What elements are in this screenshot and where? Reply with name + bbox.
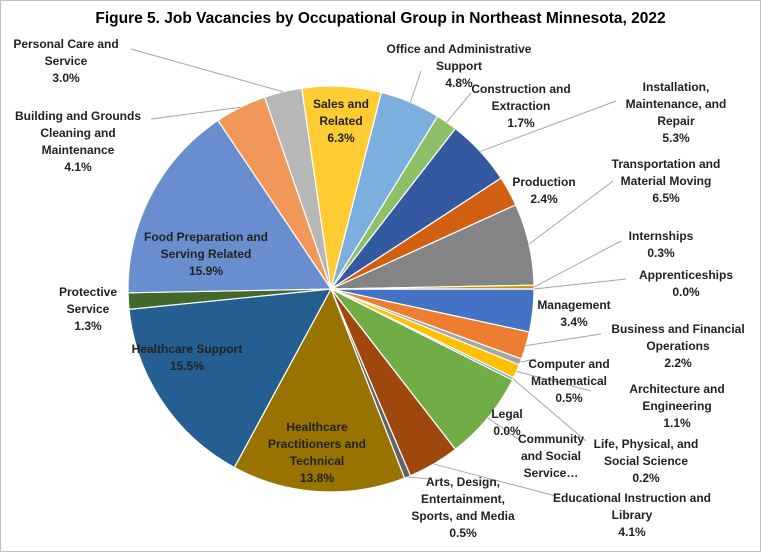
data-label: Life, Physical, and Social Science 0.2% — [586, 436, 706, 487]
category-label: Life, Physical, and Social Science — [593, 437, 699, 468]
value-label: 1.7% — [507, 116, 535, 130]
data-label: Legal 0.0% — [487, 406, 527, 440]
value-label: 3.0% — [52, 71, 80, 85]
leader-line — [407, 476, 432, 480]
data-label: Building and Grounds Cleaning and Mainte… — [8, 108, 148, 176]
value-label: 0.0% — [672, 285, 700, 299]
value-label: 4.1% — [618, 525, 646, 539]
leader-line — [533, 240, 622, 288]
chart-title: Figure 5. Job Vacancies by Occupational … — [95, 10, 666, 27]
pie-slice — [128, 288, 333, 469]
data-label: Management 3.4% — [529, 297, 619, 331]
pie-slice — [233, 287, 406, 493]
data-label: Educational Instruction and Library 4.1% — [552, 490, 712, 541]
data-label: Healthcare Practitioners and Technical 13… — [262, 419, 372, 487]
data-label: Construction and Extraction 1.7% — [466, 81, 576, 132]
value-label: 6.5% — [652, 191, 680, 205]
data-label: Food Preparation and Serving Related 15.9… — [131, 229, 281, 280]
value-label: 0.0% — [493, 424, 521, 438]
category-label: Architecture and Engineering — [629, 382, 725, 413]
category-label: Healthcare Practitioners and Technical — [267, 420, 367, 468]
leader-line — [516, 370, 592, 392]
category-label: Internships — [628, 229, 694, 243]
category-label: Production — [512, 175, 576, 189]
leader-line — [130, 48, 284, 93]
value-label: 5.3% — [662, 131, 690, 145]
leader-line — [528, 180, 614, 245]
category-label: Educational Instruction and Library — [552, 491, 711, 522]
category-label: Healthcare Support — [131, 342, 243, 356]
leader-line — [520, 358, 537, 363]
value-label: 3.4% — [560, 315, 588, 329]
value-label: 0.2% — [632, 471, 660, 485]
data-label: Installation, Maintenance, and Repair 5.3… — [611, 79, 741, 147]
category-label: Construction and Extraction — [471, 82, 571, 113]
value-label: 15.9% — [188, 264, 224, 278]
category-label: Legal — [491, 407, 523, 421]
data-label: Office and Administrative Support 4.8% — [384, 41, 534, 92]
leader-line — [150, 106, 241, 120]
value-label: 1.3% — [74, 319, 102, 333]
category-label: Building and Grounds Cleaning and Mainte… — [15, 109, 141, 157]
data-label: Internships 0.3% — [616, 228, 706, 262]
data-label: Apprenticeships 0.0% — [631, 267, 741, 301]
value-label: 15.5% — [169, 359, 205, 373]
value-label: 0.3% — [647, 246, 675, 260]
data-label: Business and Financial Operations 2.2% — [603, 321, 753, 372]
category-label: Community and Social Service… — [518, 432, 584, 480]
data-label: Arts, Design, Entertainment, Sports, and… — [403, 474, 523, 542]
leader-line — [446, 92, 472, 123]
value-label: 4.1% — [64, 160, 92, 174]
category-label: Transportation and Material Moving — [611, 157, 721, 188]
data-label: Computer and Mathematical 0.5% — [519, 356, 619, 407]
category-label: Business and Financial Operations — [611, 322, 745, 353]
category-label: Protective Service — [58, 285, 118, 316]
data-label: Production 2.4% — [499, 174, 589, 208]
value-label: 0.5% — [449, 526, 477, 540]
data-label: Personal Care and Service 3.0% — [1, 36, 131, 87]
data-label: Community and Social Service… — [511, 431, 591, 482]
value-label: 2.4% — [530, 192, 558, 206]
value-label: 2.2% — [664, 356, 692, 370]
value-label: 1.1% — [663, 416, 691, 430]
category-label: Food Preparation and Serving Related — [143, 230, 268, 261]
value-label: 0.5% — [555, 391, 583, 405]
leader-line — [487, 417, 522, 442]
category-label: Computer and Mathematical — [528, 357, 610, 388]
leader-line — [533, 278, 627, 290]
category-label: Office and Administrative Support — [386, 42, 532, 73]
data-label: Sales and Related 6.3% — [306, 96, 376, 147]
leader-line — [433, 463, 557, 497]
leader-line — [525, 333, 602, 347]
category-label: Sales and Related — [312, 97, 370, 128]
leader-line — [512, 378, 587, 442]
pie-slice — [127, 119, 333, 294]
category-label: Personal Care and Service — [13, 37, 119, 68]
category-label: Apprenticeships — [638, 268, 734, 282]
category-label: Installation, Maintenance, and Repair — [625, 80, 727, 128]
leader-line — [480, 100, 617, 152]
data-label: Architecture and Engineering 1.1% — [617, 381, 737, 432]
data-label: Transportation and Material Moving 6.5% — [601, 156, 731, 207]
data-label: Healthcare Support 15.5% — [122, 341, 252, 375]
value-label: 4.8% — [445, 76, 473, 90]
data-label: Protective Service 1.3% — [48, 284, 128, 335]
category-label: Management — [537, 298, 611, 312]
value-label: 6.3% — [327, 131, 355, 145]
leader-line — [409, 70, 422, 103]
category-label: Arts, Design, Entertainment, Sports, and… — [411, 475, 515, 523]
value-label: 13.8% — [299, 471, 335, 485]
